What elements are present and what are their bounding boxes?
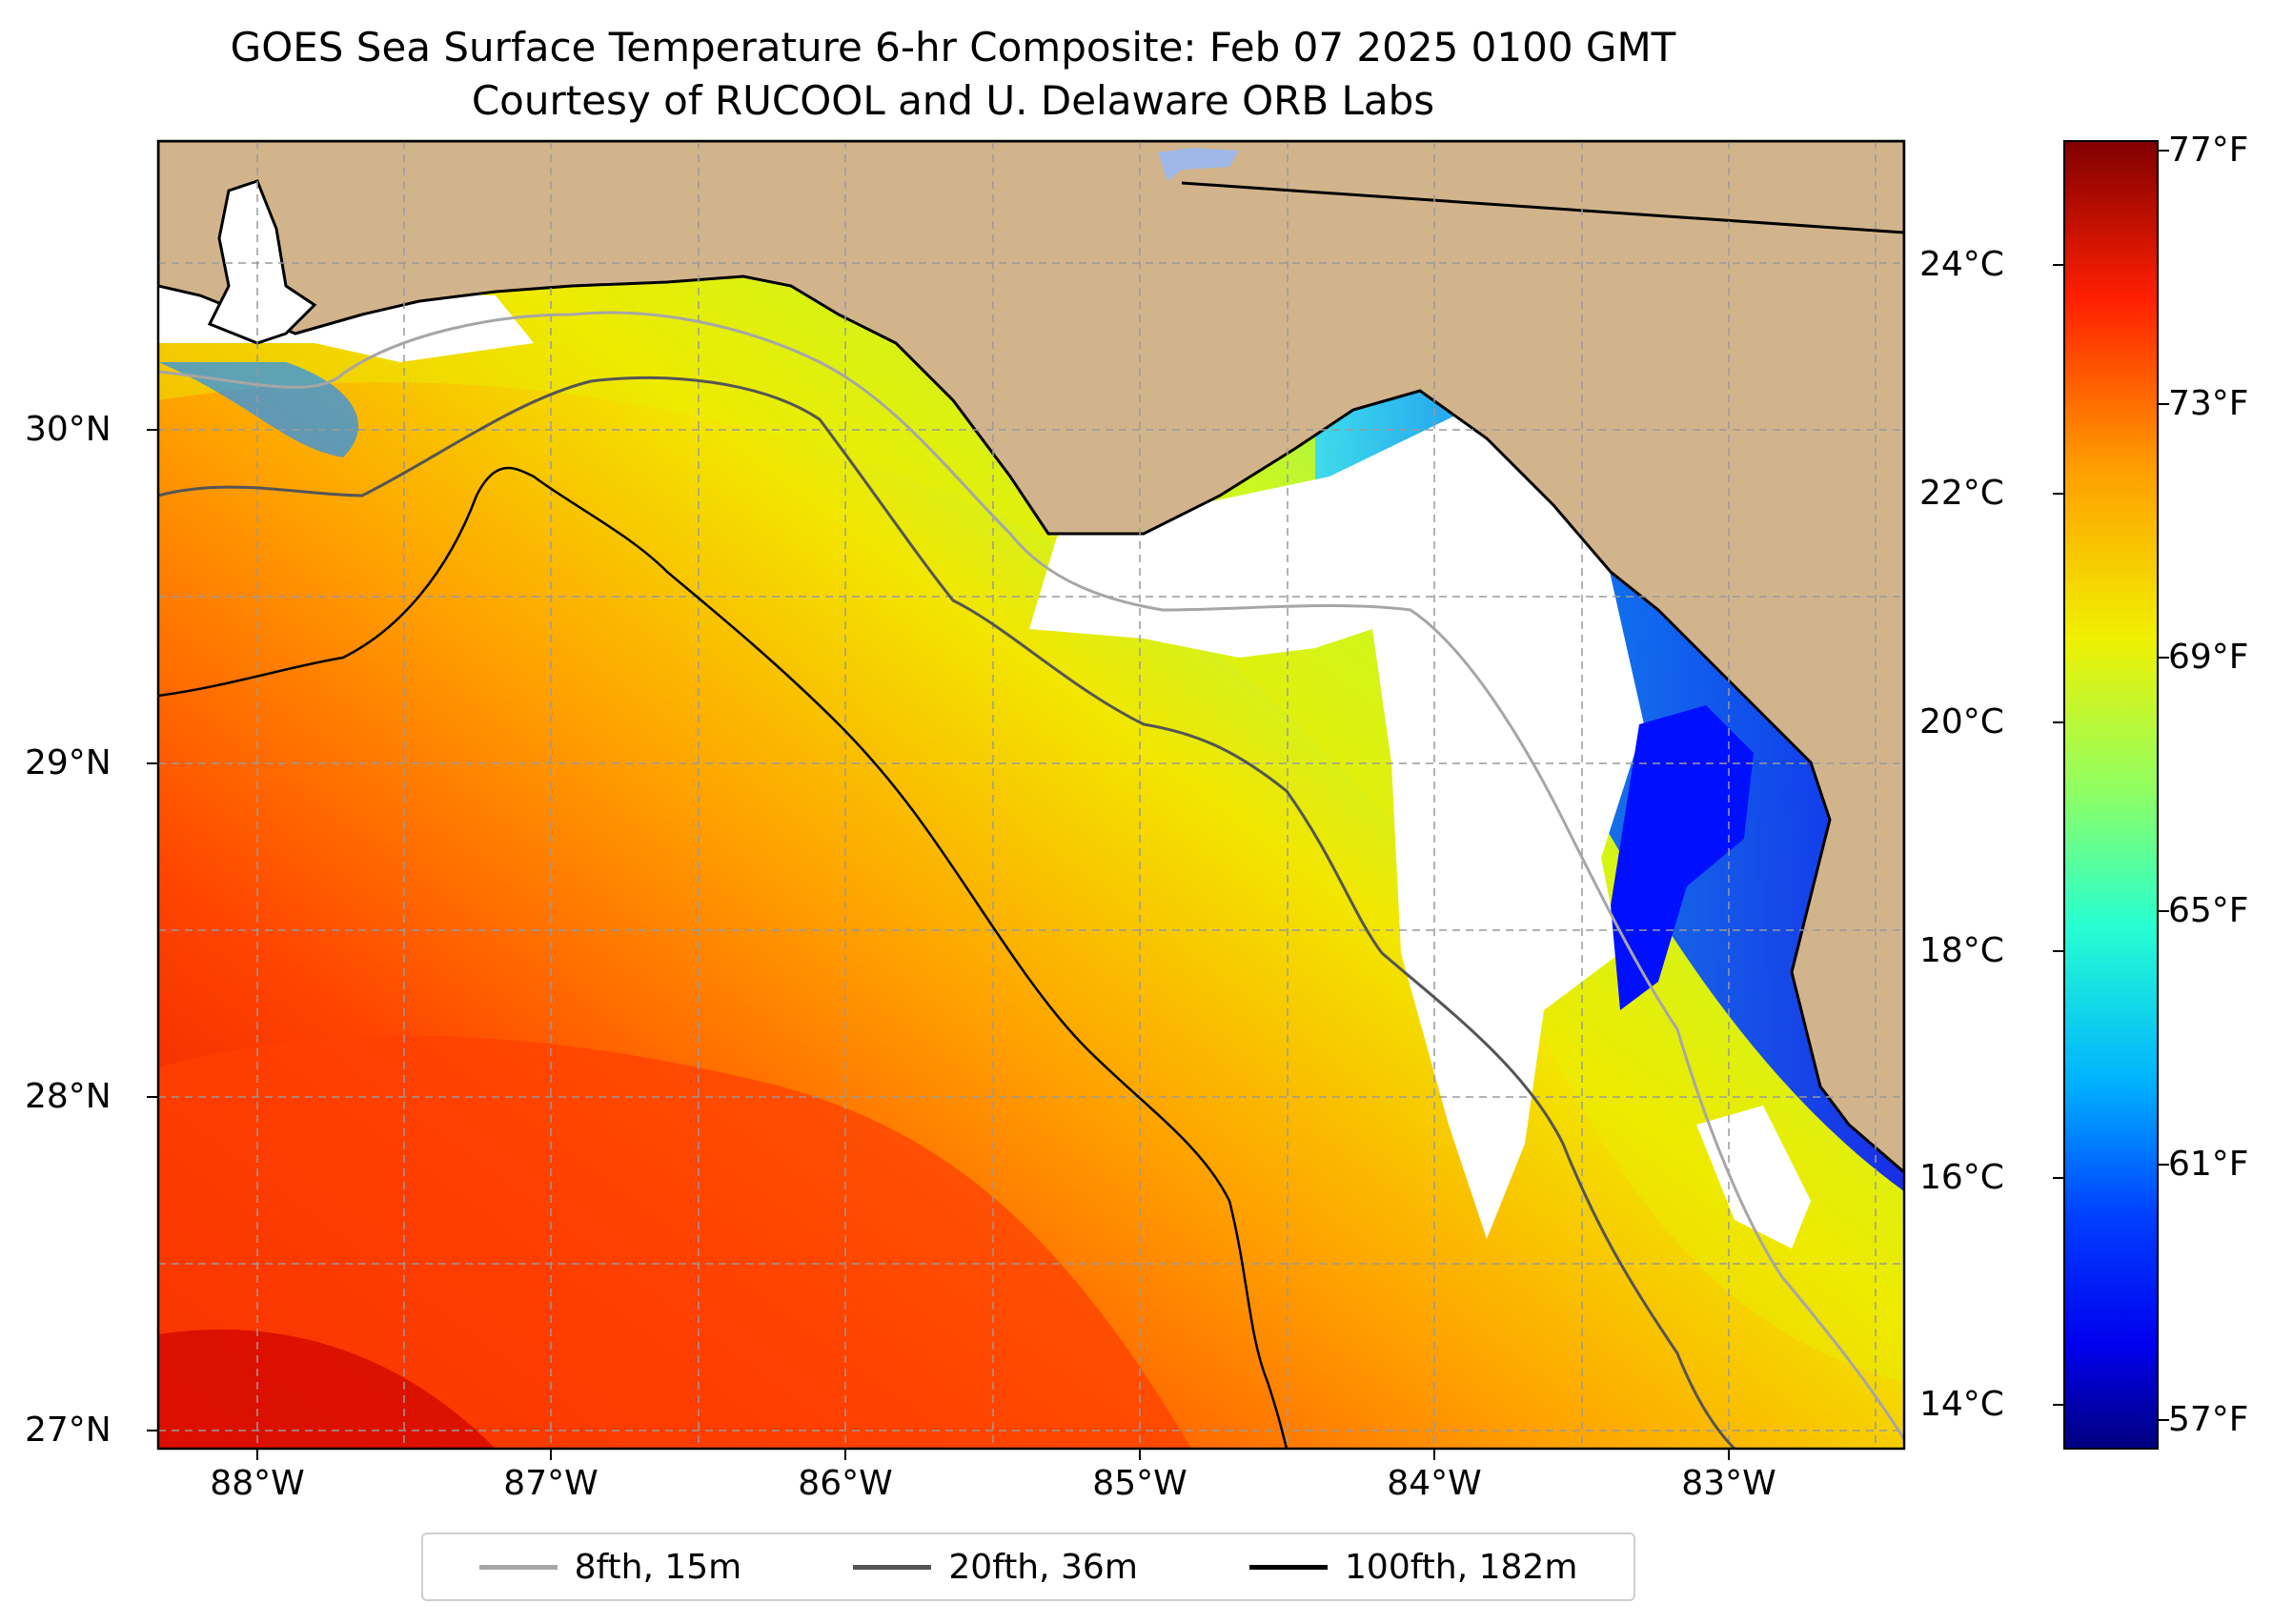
legend-item-8fth: 8fth, 15m bbox=[478, 1547, 742, 1587]
lat-tick-label: 30°N bbox=[25, 410, 112, 449]
no-data-area-tampa bbox=[1696, 1106, 1811, 1248]
colorbar-ticks bbox=[2053, 150, 2169, 1421]
lon-tick-label: 85°W bbox=[1092, 1464, 1187, 1503]
legend-label: 100fth, 182m bbox=[1345, 1547, 1578, 1587]
lake-seminole bbox=[1158, 148, 1239, 181]
isobath-100fth bbox=[158, 466, 1289, 1449]
axis-ticks bbox=[147, 429, 1730, 1460]
cold-bay-area bbox=[1611, 705, 1754, 1010]
colorbar bbox=[2063, 140, 2159, 1450]
legend-swatch-100fth bbox=[1249, 1564, 1329, 1570]
legend-swatch-8fth bbox=[478, 1564, 558, 1570]
colorbar-fahrenheit-label: 77°F bbox=[2168, 131, 2249, 170]
chart-title: GOES Sea Surface Temperature 6-hr Compos… bbox=[230, 24, 1676, 71]
state-boundary bbox=[1181, 181, 1904, 234]
colorbar-fahrenheit-label: 69°F bbox=[2168, 638, 2249, 677]
chart-subtitle: Courtesy of RUCOOL and U. Delaware ORB L… bbox=[471, 77, 1435, 124]
lon-tick-label: 86°W bbox=[798, 1464, 893, 1503]
lon-tick-label: 88°W bbox=[210, 1464, 305, 1503]
isobath-legend: 8fth, 15m 20fth, 36m 100fth, 182m bbox=[421, 1533, 1635, 1601]
legend-label: 20fth, 36m bbox=[948, 1547, 1138, 1587]
colorbar-celsius-label: 20°C bbox=[1919, 702, 2004, 741]
lat-tick-label: 29°N bbox=[25, 743, 112, 782]
colorbar-fahrenheit-label: 65°F bbox=[2168, 891, 2249, 930]
warm-water-region bbox=[158, 1035, 1191, 1449]
legend-item-100fth: 100fth, 182m bbox=[1249, 1548, 1577, 1587]
colorbar-celsius-label: 14°C bbox=[1919, 1385, 2004, 1424]
isobath-20fth bbox=[158, 376, 1736, 1449]
lat-tick-label: 28°N bbox=[25, 1077, 112, 1116]
mobile-bay bbox=[207, 179, 317, 345]
colorbar-celsius-label: 22°C bbox=[1919, 474, 2004, 513]
colorbar-fahrenheit-label: 73°F bbox=[2168, 384, 2249, 423]
colorbar-celsius-label: 24°C bbox=[1919, 245, 2004, 284]
lon-tick-label: 83°W bbox=[1681, 1464, 1776, 1503]
warmest-water-region bbox=[158, 1330, 496, 1449]
lon-tick-label: 87°W bbox=[503, 1464, 599, 1503]
colorbar-fahrenheit-label: 61°F bbox=[2168, 1145, 2249, 1184]
colorbar-celsius-label: 16°C bbox=[1919, 1158, 2004, 1197]
isobath-8fth bbox=[158, 311, 1904, 1440]
lat-tick-label: 27°N bbox=[25, 1411, 112, 1450]
colorbar-fahrenheit-label: 57°F bbox=[2168, 1400, 2249, 1439]
legend-swatch-20fth bbox=[853, 1564, 932, 1570]
map-frame bbox=[156, 139, 1906, 1451]
land-mass bbox=[158, 141, 1904, 1174]
colorbar-celsius-label: 18°C bbox=[1919, 931, 2004, 970]
graticule bbox=[158, 141, 1904, 1449]
lon-tick-label: 84°W bbox=[1387, 1464, 1482, 1503]
legend-item-20fth: 20fth, 36m bbox=[853, 1548, 1138, 1587]
legend-label: 8fth, 15m bbox=[574, 1547, 742, 1587]
